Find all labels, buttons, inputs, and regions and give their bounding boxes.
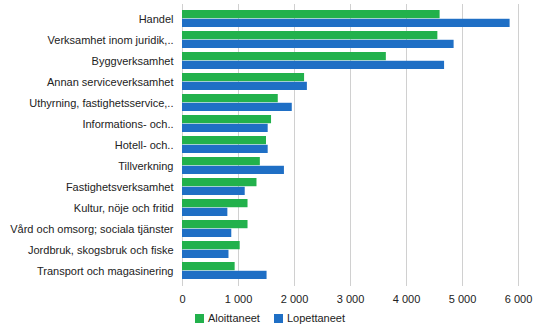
- svg-text:Uthyrning, fastighetsservice,.: Uthyrning, fastighetsservice,..: [29, 97, 173, 109]
- html-text:Aloittaneet: Aloittaneet: [207, 312, 260, 324]
- svg-text:Tillverkning: Tillverkning: [118, 160, 173, 172]
- svg-text:Byggverksamhet: Byggverksamhet: [92, 55, 174, 67]
- svg-text:Informations- och..: Informations- och..: [82, 118, 173, 130]
- svg-text:Annan serviceverksamhet: Annan serviceverksamhet: [47, 76, 174, 88]
- svg-text:Fastighetsverksamhet: Fastighetsverksamhet: [66, 181, 174, 193]
- svg-text:4 000: 4 000: [393, 293, 421, 305]
- svg-text:6 000: 6 000: [505, 293, 533, 305]
- svg-text:Kultur, nöje och fritid: Kultur, nöje och fritid: [74, 202, 174, 214]
- svg-text:1 000: 1 000: [225, 293, 253, 305]
- html-text:Lopettaneet: Lopettaneet: [286, 312, 345, 324]
- svg-text:3 000: 3 000: [337, 293, 365, 305]
- svg-text:5 000: 5 000: [449, 293, 477, 305]
- svg-text:2 000: 2 000: [281, 293, 309, 305]
- svg-text:Transport och magasinering: Transport och magasinering: [37, 265, 174, 277]
- svg-text:Hotell- och..: Hotell- och..: [115, 139, 174, 151]
- svg-text:Handel: Handel: [139, 13, 174, 25]
- svg-text:0: 0: [179, 293, 185, 305]
- svg-text:Jordbruk, skogsbruk och fiske: Jordbruk, skogsbruk och fiske: [28, 244, 174, 256]
- svg-text:Vård och omsorg; sociala tjäns: Vård och omsorg; sociala tjänster: [10, 223, 174, 235]
- svg-text:Verksamhet inom juridik,..: Verksamhet inom juridik,..: [48, 34, 174, 46]
